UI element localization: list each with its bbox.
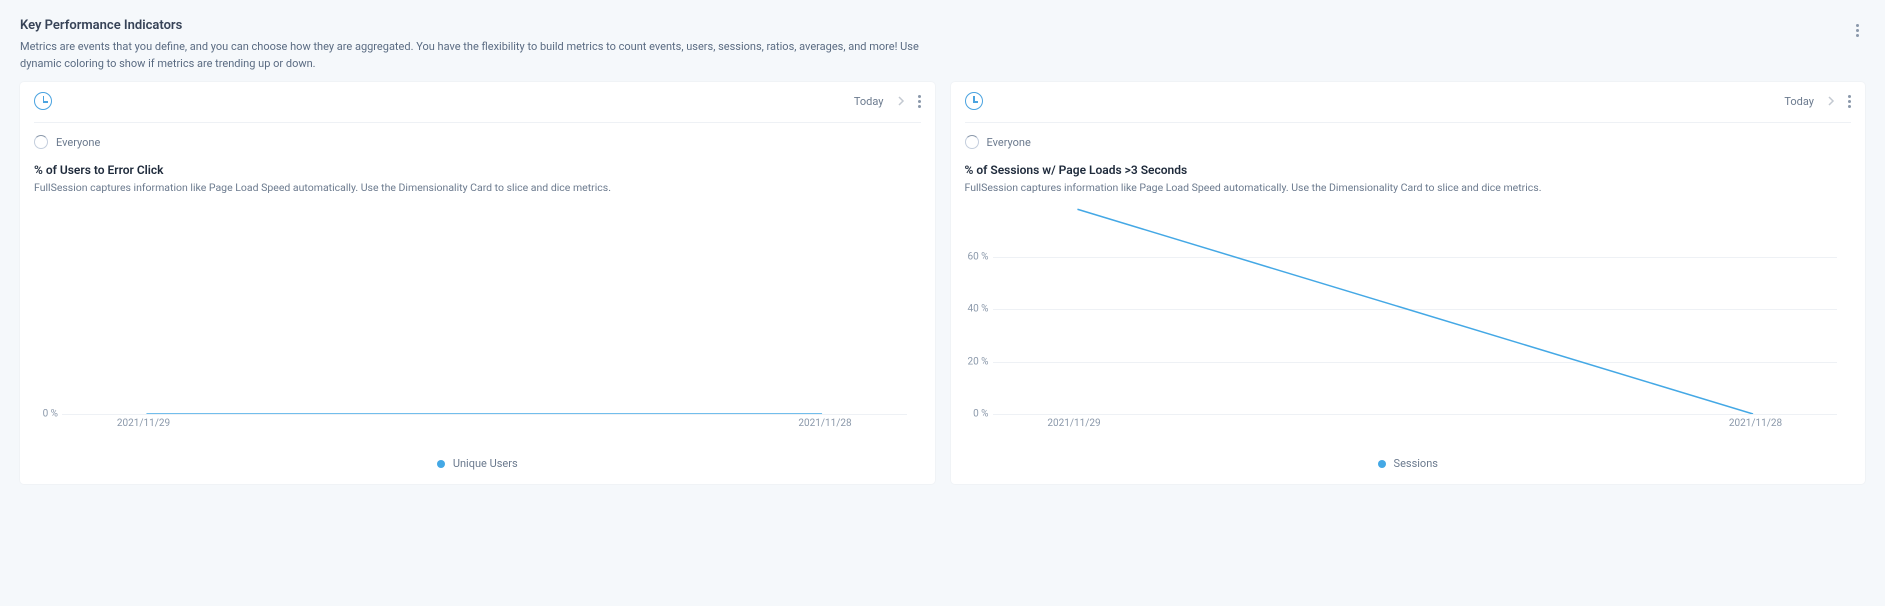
y-tick: 0 %	[953, 409, 989, 420]
legend-label: Unique Users	[453, 457, 518, 470]
chevron-right-icon[interactable]	[1824, 94, 1838, 108]
legend-dot-icon	[1378, 460, 1386, 468]
chart-plot-area: 0 %	[62, 204, 907, 414]
date-range-label[interactable]: Today	[854, 95, 884, 108]
chart-plot-area: 0 %20 %40 %60 %	[993, 204, 1838, 414]
chart-legend: Unique Users	[20, 429, 935, 470]
y-tick: 40 %	[953, 304, 989, 315]
x-axis: 2021/11/29 2021/11/28	[62, 418, 907, 429]
segment-icon	[965, 135, 979, 149]
legend-label: Sessions	[1394, 457, 1438, 470]
panel-toolbar: Today	[951, 82, 1866, 116]
panel-more-menu[interactable]	[1848, 95, 1851, 108]
y-axis: 0 %20 %40 %60 %	[953, 204, 989, 414]
chart-legend: Sessions	[951, 429, 1866, 470]
page-header: Key Performance Indicators Metrics are e…	[0, 0, 1885, 82]
date-range-label[interactable]: Today	[1784, 95, 1814, 108]
panels-row: Today Everyone % of Users to Error Click…	[0, 82, 1885, 504]
x-tick: 2021/11/28	[1729, 418, 1782, 429]
page-description: Metrics are events that you define, and …	[20, 39, 940, 72]
legend-dot-icon	[437, 460, 445, 468]
chart-subtitle: FullSession captures information like Pa…	[965, 181, 1852, 194]
y-tick: 60 %	[953, 251, 989, 262]
gridline	[62, 414, 907, 415]
divider	[34, 122, 921, 123]
chevron-right-icon[interactable]	[894, 94, 908, 108]
chart-subtitle: FullSession captures information like Pa…	[34, 181, 921, 194]
y-tick: 20 %	[953, 356, 989, 367]
panel-more-menu[interactable]	[918, 95, 921, 108]
filter-label: Everyone	[987, 136, 1031, 149]
plot	[993, 204, 1838, 414]
x-tick: 2021/11/29	[117, 418, 170, 429]
page-more-menu[interactable]	[1856, 24, 1859, 37]
panel-toolbar: Today	[20, 82, 935, 116]
y-axis: 0 %	[22, 204, 58, 414]
filter-label: Everyone	[56, 136, 100, 149]
chart-title: % of Sessions w/ Page Loads >3 Seconds	[965, 163, 1852, 177]
x-tick: 2021/11/29	[1047, 418, 1100, 429]
panel-right: Today Everyone % of Sessions w/ Page Loa…	[951, 82, 1866, 484]
filter-row[interactable]: Everyone	[20, 133, 935, 163]
x-axis: 2021/11/29 2021/11/28	[993, 418, 1838, 429]
chart-title: % of Users to Error Click	[34, 163, 921, 177]
clock-icon[interactable]	[965, 92, 983, 110]
filter-row[interactable]: Everyone	[951, 133, 1866, 163]
page-title: Key Performance Indicators	[20, 18, 1865, 33]
divider	[965, 122, 1852, 123]
clock-icon[interactable]	[34, 92, 52, 110]
x-tick: 2021/11/28	[798, 418, 851, 429]
y-tick: 0 %	[22, 409, 58, 420]
panel-left: Today Everyone % of Users to Error Click…	[20, 82, 935, 484]
gridline	[993, 414, 1838, 415]
series-line	[1077, 209, 1753, 414]
segment-icon	[34, 135, 48, 149]
plot	[62, 204, 907, 414]
